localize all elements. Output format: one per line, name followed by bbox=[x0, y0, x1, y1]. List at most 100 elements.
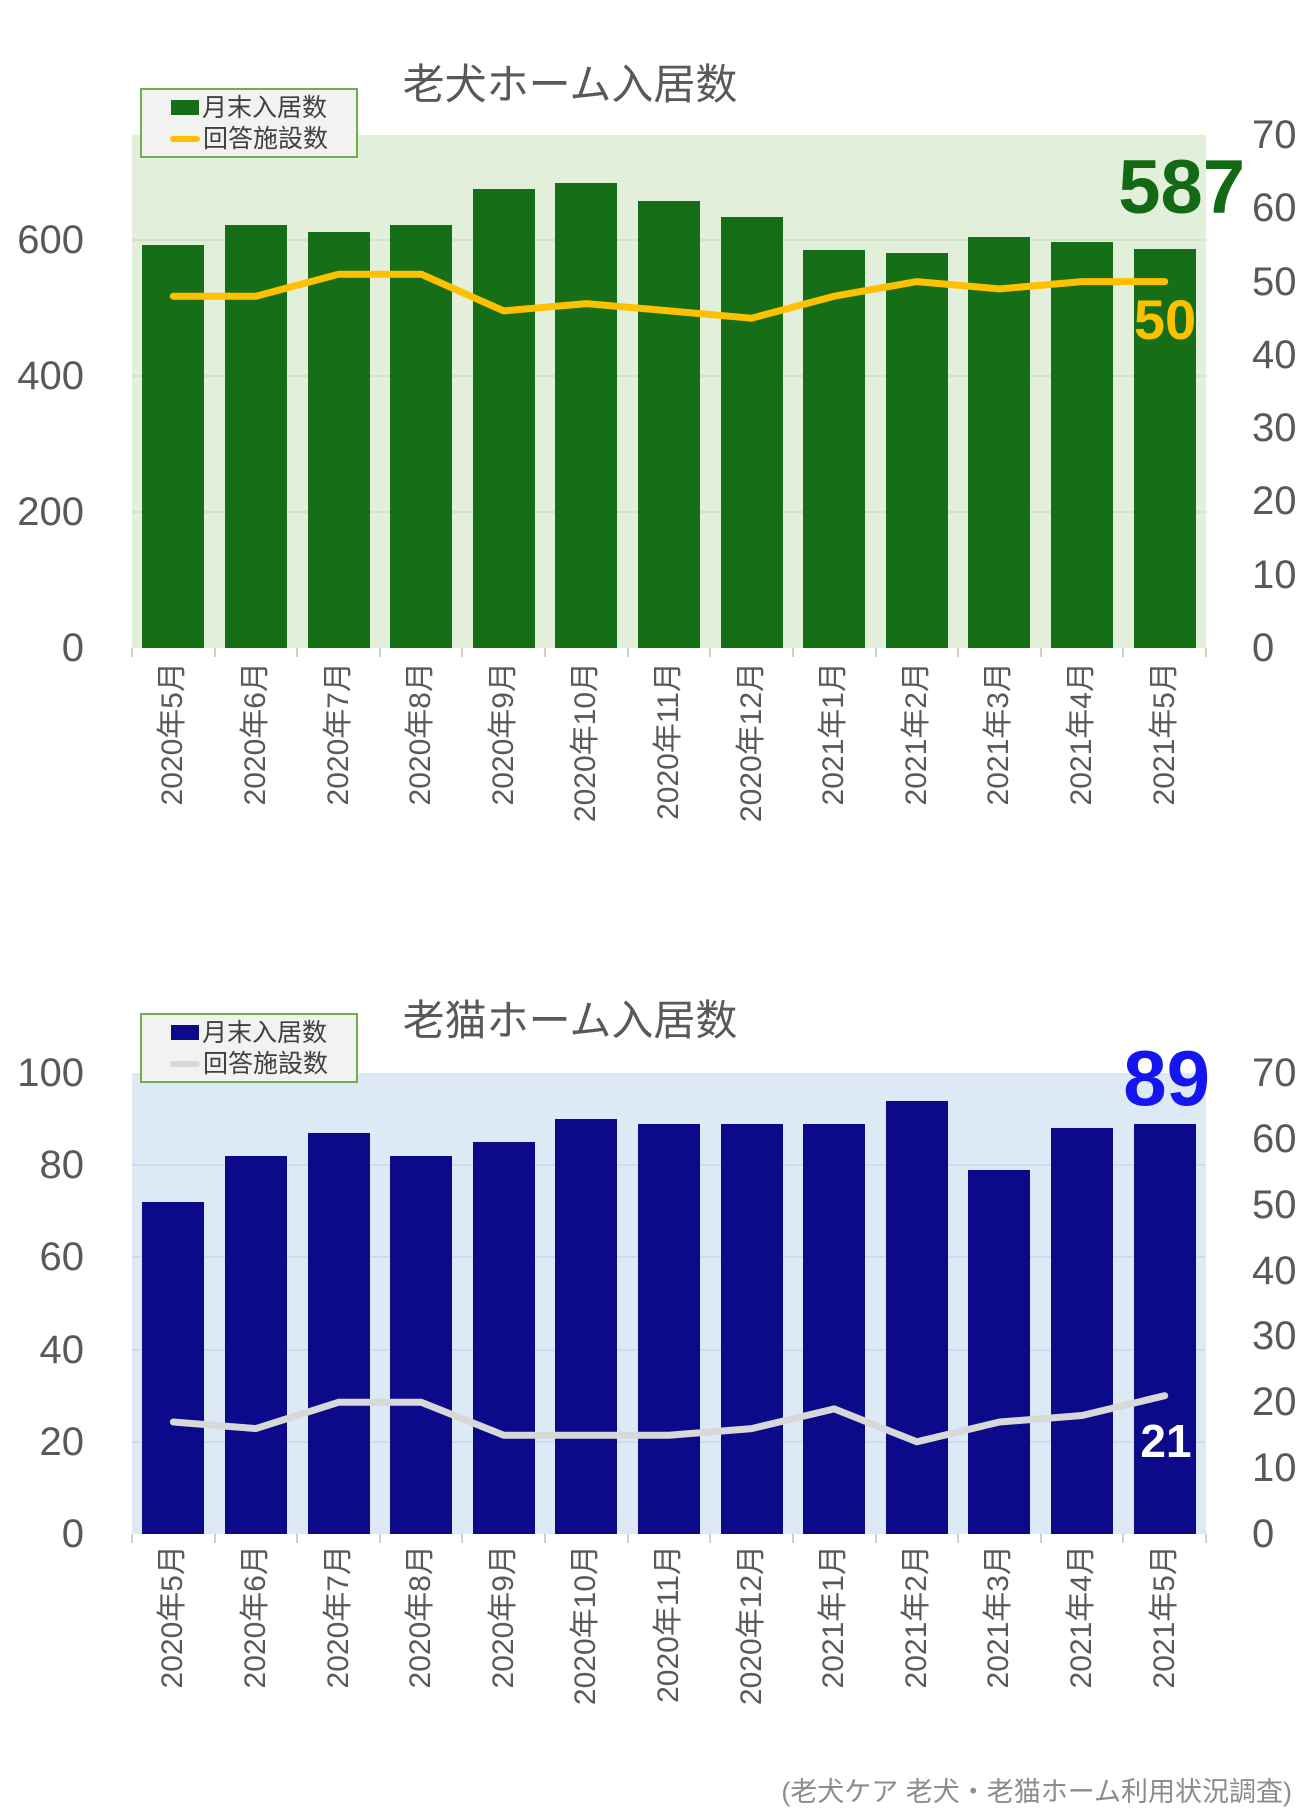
x-axis-label: 2020年12月 bbox=[734, 662, 768, 823]
legend-item-line-series: 回答施設数 bbox=[169, 1049, 328, 1078]
line-path bbox=[169, 270, 1169, 322]
right-axis-tick-label: 60 bbox=[1252, 1116, 1297, 1161]
x-axis-tick bbox=[957, 1534, 960, 1543]
line-series-swatch-icon bbox=[169, 135, 200, 142]
line-path bbox=[169, 1392, 1169, 1446]
left-axis-tick-label: 80 bbox=[39, 1143, 85, 1188]
x-axis-label: 2020年9月 bbox=[486, 1545, 520, 1689]
x-axis-tick bbox=[1205, 648, 1207, 657]
x-axis-tick bbox=[874, 1534, 877, 1543]
right-axis-tick-label: 30 bbox=[1252, 1314, 1297, 1359]
x-axis-tick bbox=[378, 648, 381, 657]
left-axis-tick-label: 400 bbox=[17, 353, 84, 398]
right-axis-tick-label: 0 bbox=[1252, 626, 1275, 670]
bar-2020年7月 bbox=[307, 1132, 370, 1534]
bar-2021年3月 bbox=[968, 237, 1031, 648]
line-series bbox=[169, 270, 1169, 322]
x-axis-label: 2020年6月 bbox=[238, 662, 272, 806]
x-axis-tick bbox=[1122, 648, 1125, 657]
x-axis-label: 2021年5月 bbox=[1147, 662, 1181, 806]
left-axis-tick-label: 0 bbox=[61, 1512, 84, 1556]
x-axis-tick bbox=[709, 648, 712, 657]
legend-label: 回答施設数 bbox=[202, 1049, 328, 1078]
last-bar-value-label: 89 bbox=[1123, 1034, 1210, 1122]
right-axis-tick-label: 20 bbox=[1252, 479, 1297, 524]
legend: 月末入居数 回答施設数 bbox=[140, 88, 358, 158]
x-axis-label: 2020年10月 bbox=[569, 662, 603, 823]
x-axis-tick bbox=[544, 1534, 547, 1543]
last-line-value-label: 21 bbox=[1140, 1415, 1192, 1467]
x-axis-tick bbox=[296, 648, 299, 657]
right-axis-tick-label: 50 bbox=[1252, 259, 1297, 304]
x-axis-label: 2021年2月 bbox=[899, 1545, 933, 1689]
bar-2020年10月 bbox=[555, 182, 618, 648]
left-axis-tick-label: 200 bbox=[17, 489, 84, 534]
x-axis-tick bbox=[791, 648, 794, 657]
right-axis-tick-label: 60 bbox=[1252, 186, 1297, 231]
x-axis-tick bbox=[957, 648, 960, 657]
x-axis-tick bbox=[461, 1534, 464, 1543]
bar-2021年5月 bbox=[1133, 248, 1196, 648]
bar-2020年12月 bbox=[720, 216, 783, 648]
bar-2021年3月 bbox=[968, 1169, 1031, 1534]
right-axis-tick-label: 50 bbox=[1252, 1182, 1297, 1227]
x-axis-label: 2020年10月 bbox=[569, 1545, 603, 1706]
right-axis-tick-label: 10 bbox=[1252, 552, 1297, 597]
bar-2020年10月 bbox=[555, 1119, 618, 1534]
right-axis-tick-label: 40 bbox=[1252, 1248, 1297, 1293]
x-axis-label: 2020年11月 bbox=[652, 1545, 685, 1703]
legend-item-bar-series: 月末入居数 bbox=[170, 1019, 327, 1047]
bar-series-swatch-icon bbox=[170, 1025, 199, 1040]
x-axis-label: 2021年3月 bbox=[982, 1545, 1016, 1689]
left-axis-tick-label: 20 bbox=[39, 1419, 85, 1464]
left-axis-tick-label: 600 bbox=[17, 217, 84, 262]
left-axis-tick-label: 40 bbox=[39, 1327, 85, 1372]
bar-series-swatch-icon bbox=[170, 100, 199, 115]
x-axis-tick bbox=[461, 648, 464, 657]
last-bar-value-label: 587 bbox=[1118, 145, 1245, 230]
bar-2020年5月 bbox=[142, 244, 205, 648]
chart-title: 老猫ホーム入居数 bbox=[402, 996, 738, 1044]
bar-2021年5月 bbox=[1133, 1123, 1196, 1534]
bar-2021年1月 bbox=[803, 249, 866, 648]
x-axis-label: 2020年6月 bbox=[238, 1545, 272, 1689]
bar-2020年9月 bbox=[472, 1142, 535, 1534]
x-axis-tick bbox=[213, 648, 216, 657]
x-axis-tick bbox=[1205, 1534, 1207, 1543]
bar-2021年2月 bbox=[885, 1100, 948, 1534]
x-axis-label: 2020年12月 bbox=[734, 1545, 768, 1706]
legend-label: 月末入居数 bbox=[201, 93, 327, 122]
x-axis-tick bbox=[213, 1534, 216, 1543]
x-axis-label: 2021年4月 bbox=[1065, 662, 1099, 806]
bar-2020年11月 bbox=[638, 1123, 700, 1534]
x-axis-tick bbox=[709, 1534, 712, 1543]
x-axis-label: 2020年5月 bbox=[156, 1545, 190, 1689]
x-axis-label: 2021年5月 bbox=[1147, 1545, 1181, 1689]
bar-2021年4月 bbox=[1051, 1128, 1114, 1534]
right-axis-tick-label: 30 bbox=[1252, 406, 1297, 451]
x-axis-tick bbox=[296, 1534, 299, 1543]
x-axis-label: 2020年8月 bbox=[404, 1545, 438, 1689]
x-axis-tick bbox=[131, 648, 133, 657]
bar-2020年9月 bbox=[472, 188, 535, 648]
x-axis-tick bbox=[791, 1534, 794, 1543]
line-series bbox=[169, 1392, 1169, 1446]
x-axis-tick bbox=[1122, 1534, 1125, 1543]
x-axis-label: 2020年11月 bbox=[652, 662, 685, 820]
bar-2020年8月 bbox=[390, 225, 453, 648]
left-axis-tick-label: 0 bbox=[61, 626, 84, 670]
x-axis-tick bbox=[874, 648, 877, 657]
left-axis-tick-label: 100 bbox=[17, 1051, 84, 1095]
x-axis-label: 2021年3月 bbox=[982, 662, 1016, 806]
last-line-value-label: 50 bbox=[1133, 288, 1197, 351]
legend-item-line-series: 回答施設数 bbox=[169, 125, 328, 153]
bar-2020年7月 bbox=[307, 231, 370, 648]
x-axis-tick bbox=[378, 1534, 381, 1543]
right-axis-tick-label: 20 bbox=[1252, 1380, 1297, 1425]
x-axis-tick bbox=[626, 648, 629, 657]
x-axis-tick bbox=[626, 1534, 629, 1543]
left-axis-tick-label: 60 bbox=[39, 1235, 85, 1280]
x-axis-label: 2021年1月 bbox=[817, 662, 851, 806]
plot-area bbox=[132, 135, 1206, 648]
x-axis-tick bbox=[1039, 648, 1042, 657]
